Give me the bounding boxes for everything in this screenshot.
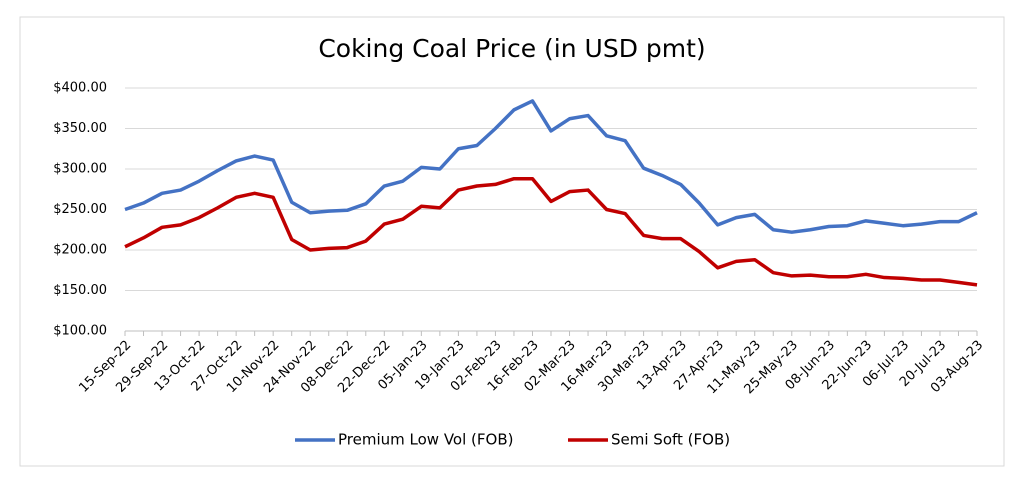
- chart-title: Coking Coal Price (in USD pmt): [318, 34, 705, 63]
- series-line: [124, 99, 978, 234]
- y-tick-label: $350.00: [53, 121, 107, 136]
- legend-label: Premium Low Vol (FOB): [338, 431, 513, 449]
- y-tick-label: $150.00: [53, 283, 107, 298]
- chart-frame: [19, 16, 1005, 467]
- legend-label: Semi Soft (FOB): [611, 431, 730, 449]
- y-tick-label: $400.00: [53, 81, 107, 96]
- series-line: [124, 176, 978, 287]
- y-tick-label: $200.00: [53, 243, 107, 258]
- y-tick-label: $100.00: [53, 324, 107, 339]
- y-tick-label: $250.00: [53, 202, 107, 217]
- y-tick-label: $300.00: [53, 162, 107, 177]
